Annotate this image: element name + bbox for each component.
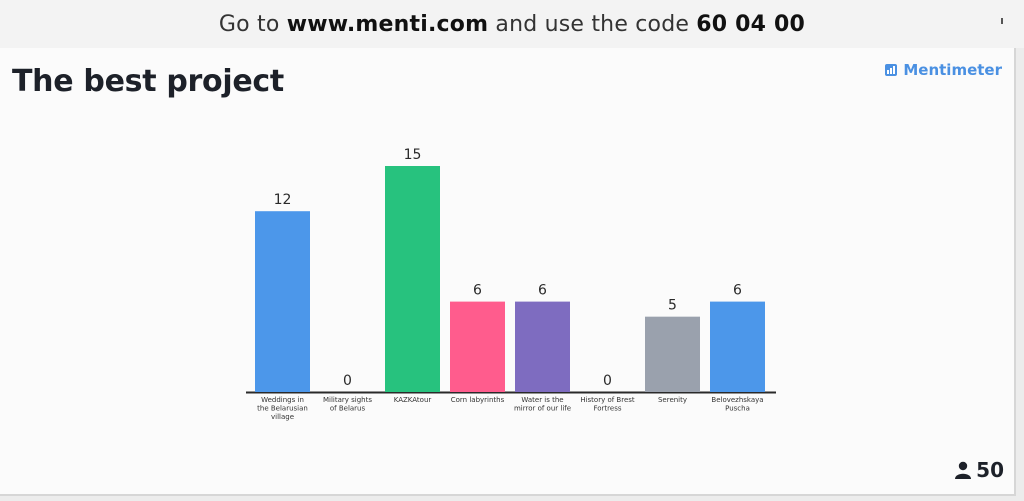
bar-7 [645, 316, 700, 392]
bar-value-label: 6 [733, 283, 742, 299]
presentation-slide: The best project Mentimeter 12 Weddings i… [0, 48, 1016, 496]
bar-8 [710, 301, 765, 392]
category-label: KAZKAtour [394, 396, 432, 404]
bar-value-label: 0 [603, 373, 612, 389]
mentimeter-brand[interactable]: Mentimeter [885, 61, 1002, 79]
bar-value-label: 0 [343, 373, 352, 389]
bar-value-label: 6 [538, 283, 547, 299]
bar-5 [515, 301, 570, 392]
bar-3 [385, 166, 440, 392]
brand-name: Mentimeter [903, 61, 1002, 79]
join-instructions-banner: Go to www.menti.com and use the code 60 … [0, 0, 1024, 48]
results-bar-chart: 12 Weddings in the Belarusian village 0 Milit… [246, 147, 776, 421]
category-label: Water is the mirror of our life [514, 396, 571, 413]
participant-count: 50 [954, 458, 1004, 482]
person-icon [955, 461, 972, 479]
menu-icon[interactable] [1001, 18, 1003, 24]
bar-value-label: 5 [668, 298, 677, 314]
banner-middle: and use the code [488, 11, 697, 37]
bar-1 [255, 211, 310, 392]
banner-prefix: Go to [218, 11, 287, 37]
category-label: Belovezhskaya Puscha [711, 396, 763, 413]
category-label: Corn labyrinths [451, 396, 505, 404]
bar-value-label: 12 [274, 192, 292, 208]
bar-value-label: 15 [404, 147, 422, 163]
bar-4 [450, 301, 505, 392]
participant-count-value: 50 [976, 458, 1004, 482]
category-label: Weddings in the Belarusian village [257, 396, 308, 421]
category-label: Military sights of Belarus [323, 396, 372, 413]
mentimeter-logo-icon [885, 64, 898, 76]
bar-value-label: 6 [473, 283, 482, 299]
menti-url-link[interactable]: www.menti.com [286, 11, 489, 37]
voting-code: 60 04 00 [696, 11, 806, 37]
category-label: History of Brest Fortress [580, 396, 635, 413]
page-title: The best project [12, 64, 284, 99]
category-label: Serenity [658, 396, 687, 404]
